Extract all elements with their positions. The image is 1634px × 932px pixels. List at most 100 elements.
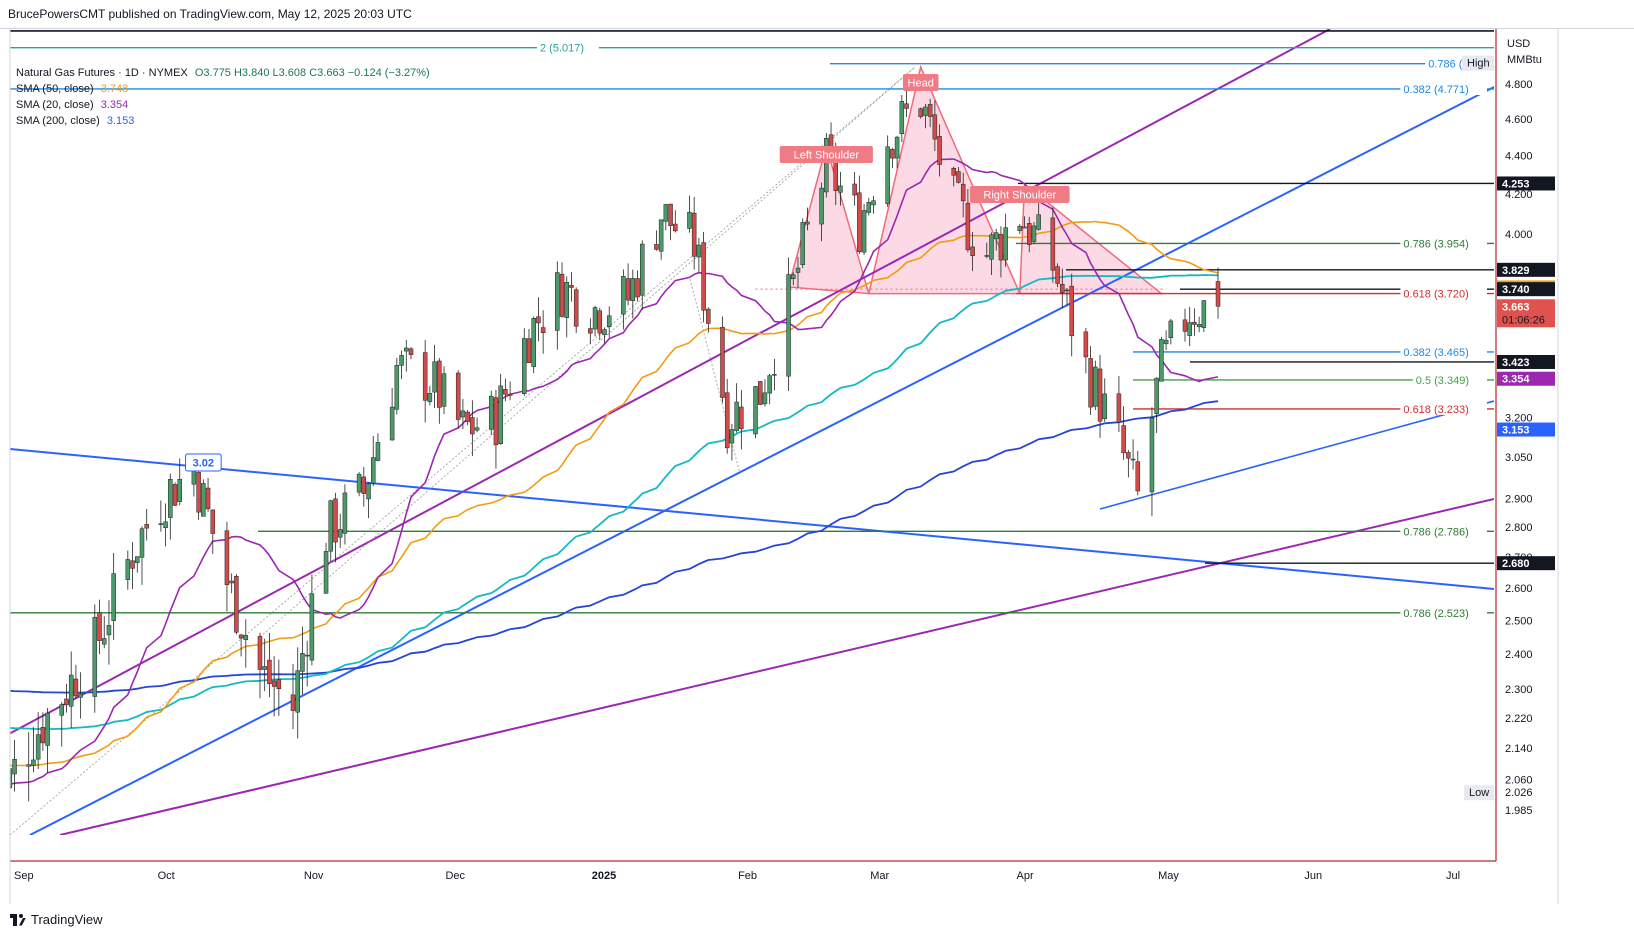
fib-label-7: 0.618 (3.233) <box>1403 404 1468 416</box>
candle-body <box>177 478 182 502</box>
candle-body <box>0 799 2 805</box>
candle-body <box>31 759 36 766</box>
y-tick-8: 2.800 <box>1505 522 1533 534</box>
legend-sma200-label: SMA (200, close) <box>16 115 100 127</box>
candle-body <box>399 355 404 366</box>
candle-body <box>300 653 305 672</box>
candle-body <box>437 360 442 408</box>
head-shape <box>867 64 1021 295</box>
price-badge-label-5: 3.423 <box>1502 357 1530 369</box>
candle-body <box>196 472 201 513</box>
candle-body <box>885 146 890 205</box>
x-tick-0: Sep <box>14 870 34 882</box>
dotted-guide-3 <box>689 278 741 475</box>
candle-body <box>1064 289 1070 292</box>
fib-label-1: 0.786 (4. <box>1428 59 1471 71</box>
candle-body <box>139 528 145 558</box>
candle-body <box>701 242 706 311</box>
tradingview-logo[interactable]: TradingView <box>10 912 103 927</box>
candle-body <box>753 386 758 435</box>
fib-label-bg-9 <box>1400 605 1487 619</box>
candle-body <box>295 670 300 713</box>
candle-body <box>1116 393 1122 423</box>
high-marker: High <box>1467 58 1490 70</box>
candle-body <box>1201 300 1207 328</box>
candle-body <box>805 221 810 225</box>
candle-body <box>937 136 942 165</box>
candle-body <box>1149 417 1155 493</box>
price-badge-5 <box>1497 354 1555 369</box>
legend-sma200-row[interactable]: SMA (200, close) 3.153 <box>16 113 434 129</box>
x-tick-6: Mar <box>870 870 889 882</box>
candle-body <box>658 219 664 252</box>
candle-body <box>432 361 437 393</box>
candle-body <box>691 212 697 257</box>
low-marker: Low <box>1469 787 1489 799</box>
candle-body <box>257 636 263 670</box>
candle-body <box>526 338 532 363</box>
candle-body <box>592 307 598 330</box>
annotation-label-3: 3.02 <box>193 458 214 470</box>
candle-body <box>1022 226 1027 229</box>
candle-body <box>1060 283 1065 293</box>
left-shoulder-shape <box>787 143 870 295</box>
candle-body <box>606 315 612 327</box>
candle-body <box>965 202 971 251</box>
candle-body <box>238 634 244 639</box>
candle-body <box>45 712 50 746</box>
candle-body <box>951 167 956 176</box>
price-badge-label-7: 3.153 <box>1502 425 1530 437</box>
price-badge-6 <box>1497 371 1555 386</box>
candle-body <box>762 392 768 405</box>
candle-body <box>366 483 371 500</box>
chart-area[interactable]: 2 (5.017) 0.786 (4. 0.382 (4.771) 0.786 (3.… <box>0 28 1634 905</box>
legend-sma50-value: 3.748 <box>100 83 129 95</box>
y-tick-1: 4.600 <box>1505 114 1533 126</box>
candle-body <box>191 470 197 485</box>
candle-body <box>267 659 272 685</box>
fib-label-bg-3 <box>1400 236 1487 250</box>
candle-body <box>635 278 640 298</box>
price-badge-8 <box>1497 556 1555 571</box>
candle-body <box>1135 461 1141 492</box>
candle-body <box>465 411 470 423</box>
candle-body <box>474 427 480 431</box>
fib-label-bg-8 <box>1400 524 1487 538</box>
fib-label-bg-7 <box>1400 401 1487 415</box>
candle-body <box>290 694 296 711</box>
candle-body <box>59 704 65 716</box>
candle-body <box>1121 425 1126 454</box>
candle-body <box>597 310 603 334</box>
candle-body <box>262 666 267 670</box>
price-badge-label-8: 2.680 <box>1502 558 1530 570</box>
candle-body <box>427 393 433 403</box>
channel-upper-line <box>10 29 1331 735</box>
candle-body <box>1088 358 1093 408</box>
candle-body <box>130 560 135 569</box>
candle-body <box>932 114 938 140</box>
candle-body <box>493 397 499 446</box>
x-tick-7: Apr <box>1017 870 1034 882</box>
candle-body <box>739 406 744 430</box>
candle-body <box>540 327 546 333</box>
candle-body <box>304 654 310 657</box>
candle-body <box>871 200 876 206</box>
candle-body <box>734 401 739 431</box>
candle-body <box>441 373 447 407</box>
x-tick-4: 2025 <box>592 870 616 882</box>
y-tick-4: 4.000 <box>1505 229 1533 241</box>
price-chart[interactable]: 2 (5.017) 0.786 (4. 0.382 (4.771) 0.786 (3.… <box>0 29 1634 905</box>
annotation-label-0: Head <box>908 78 934 90</box>
legend-sma50-row[interactable]: SMA (50, close) 3.748 <box>16 81 434 97</box>
y-tick-10: 2.600 <box>1505 583 1533 595</box>
candle-body <box>1159 339 1164 382</box>
currency-label: USD <box>1507 38 1530 50</box>
candle-body <box>1215 281 1221 307</box>
candle-body <box>1130 458 1136 461</box>
candle-body <box>205 487 211 510</box>
fib-label-2: 0.382 (4.771) <box>1403 84 1468 96</box>
y-tick-17: 1.985 <box>1505 805 1533 817</box>
fib-label-5: 0.382 (3.465) <box>1403 347 1468 359</box>
legend-sma20-row[interactable]: SMA (20, close) 3.354 <box>16 97 434 113</box>
candle-body <box>1187 322 1192 336</box>
